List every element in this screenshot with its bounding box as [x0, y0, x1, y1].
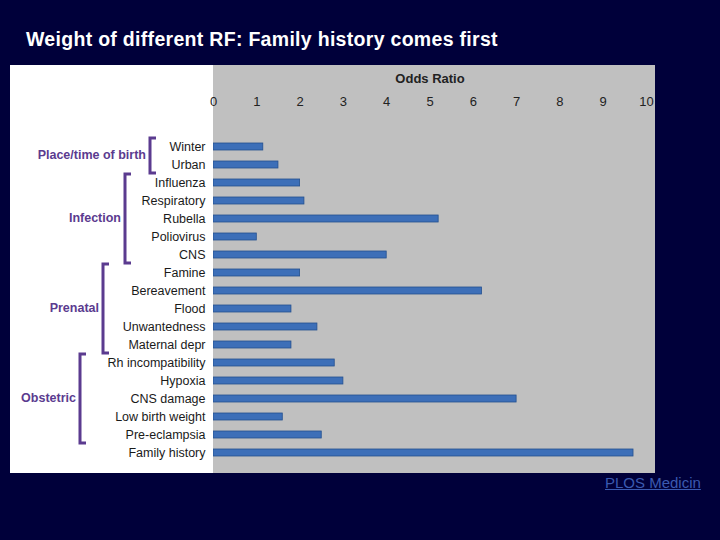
svg-text:Pre-eclampsia: Pre-eclampsia [126, 428, 206, 442]
svg-text:Unwantedness: Unwantedness [123, 320, 206, 334]
svg-text:Urban: Urban [171, 158, 205, 172]
svg-text:Hypoxia: Hypoxia [160, 374, 205, 388]
svg-text:6: 6 [470, 94, 477, 109]
svg-text:7: 7 [513, 94, 520, 109]
svg-text:1: 1 [253, 94, 260, 109]
svg-text:CNS damage: CNS damage [130, 392, 205, 406]
svg-text:Low birth weight: Low birth weight [115, 410, 206, 424]
html-text:Weight of different RF: Family: Weight of different RF: Family history c… [26, 28, 498, 50]
svg-text:Flood: Flood [174, 302, 205, 316]
svg-text:2: 2 [296, 94, 303, 109]
svg-text:Rubella: Rubella [163, 212, 205, 226]
svg-text:10: 10 [639, 94, 653, 109]
svg-text:Place/time of birth: Place/time of birth [38, 148, 146, 162]
svg-text:Obstetric: Obstetric [21, 391, 76, 405]
svg-text:Maternal depr: Maternal depr [128, 338, 205, 352]
svg-text:Prenatal: Prenatal [50, 301, 99, 315]
svg-text:9: 9 [600, 94, 607, 109]
svg-text:Respiratory: Respiratory [142, 194, 207, 208]
svg-text:Poliovirus: Poliovirus [151, 230, 205, 244]
svg-text:0: 0 [210, 94, 217, 109]
svg-text:4: 4 [383, 94, 390, 109]
svg-text:Famine: Famine [164, 266, 206, 280]
svg-text:3: 3 [340, 94, 347, 109]
svg-text:8: 8 [556, 94, 563, 109]
svg-text:Bereavement: Bereavement [131, 284, 206, 298]
svg-text:Winter: Winter [169, 140, 205, 154]
svg-text:Infection: Infection [69, 211, 121, 225]
svg-text:CNS: CNS [179, 248, 205, 262]
svg-text:Odds Ratio: Odds Ratio [395, 71, 464, 86]
svg-text:Rh incompatibility: Rh incompatibility [108, 356, 207, 370]
html-text:PLOS Medicin: PLOS Medicin [605, 474, 701, 491]
svg-text:Family history: Family history [128, 446, 206, 460]
svg-text:5: 5 [426, 94, 433, 109]
svg-text:Influenza: Influenza [155, 176, 206, 190]
